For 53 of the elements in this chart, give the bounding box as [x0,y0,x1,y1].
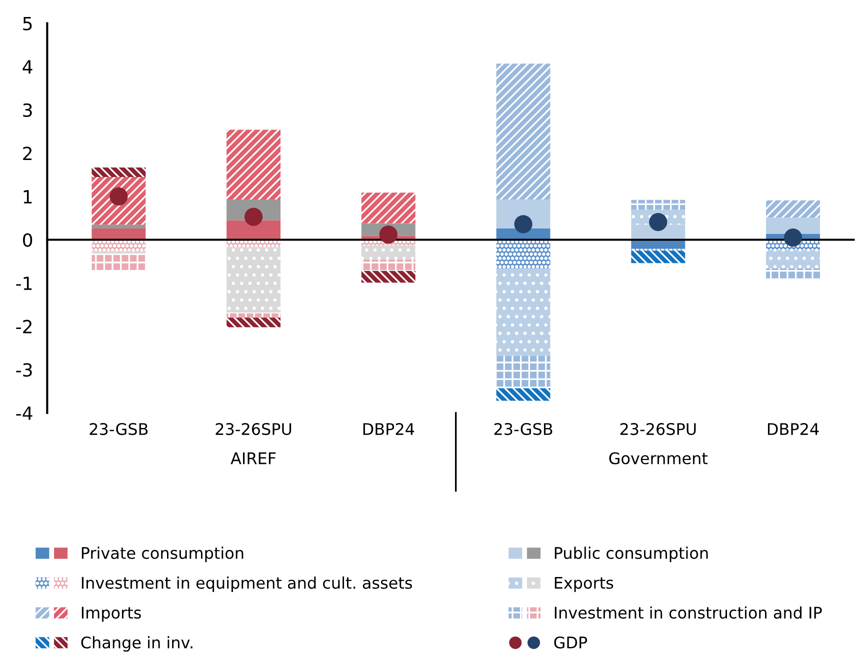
x-tick-label: 23-26SPU [216,423,292,436]
bar [766,200,820,218]
bar [361,192,416,224]
bar [766,218,820,234]
text: Government [609,452,708,464]
bar [226,130,281,200]
legend-label: Change in inv. [81,636,192,652]
bar [766,268,820,280]
bar [496,240,550,268]
bar [631,200,686,210]
y-tick-label: 5 [23,17,32,30]
y-tick-label: 3 [23,103,32,118]
bar [766,250,820,268]
legend-label: Private consumption [82,546,244,562]
bar [92,167,146,177]
legend-label: GDP [554,636,588,649]
bar [361,260,416,271]
bar [496,356,550,388]
y-tick-label: -1 [16,276,32,290]
point [649,212,668,232]
text: AIREF [230,452,276,464]
bar [361,245,416,260]
legend-label: Exports [554,576,614,592]
bar [496,268,550,356]
bar [361,270,416,283]
y-tick-label: 1 [24,190,32,204]
bar [226,312,281,318]
bar [92,251,146,254]
x-tick-label: DBP24 [363,423,414,435]
point [379,226,398,244]
y-tick-label: 2 [23,146,32,160]
point [784,228,802,247]
bar [496,64,550,200]
bar [226,247,281,312]
y-tick-label: -4 [16,406,32,420]
bar [92,254,146,270]
x-tick-label: 23-26SPU [620,423,696,436]
y-tick-label: -2 [16,320,32,334]
bar [631,250,686,264]
y-tick-label: 4 [22,60,32,74]
legend-label: Public consumption [554,546,708,562]
y-tick-label: 0 [23,233,32,247]
y-tick-label: -3 [16,363,32,377]
legend-label: Investment in construction and IP [554,606,822,619]
legend-label: Investment in equipment and cult. assets [82,576,412,592]
legend-label: Imports [82,606,141,622]
bar [226,318,281,328]
x-tick-label: 23-GSB [90,423,148,436]
bar [496,388,550,401]
bar [92,224,146,229]
point [514,215,532,234]
x-tick-label: 23-GSB [494,423,552,436]
x-tick-label: DBP24 [768,423,819,435]
